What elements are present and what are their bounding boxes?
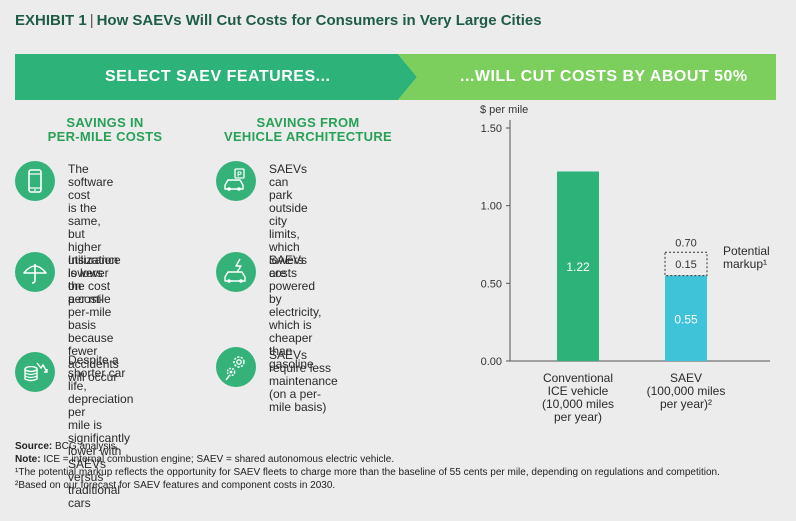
y-tick-label: 1.00 <box>481 201 502 213</box>
umbrella-icon <box>15 252 55 292</box>
markup-value-label: 0.15 <box>675 259 696 271</box>
svg-text:P: P <box>237 172 242 179</box>
banner-left-text: SELECT SAEV FEATURES... <box>105 68 331 85</box>
footnote-2: ²Based on our forecast for SAEV features… <box>15 480 336 491</box>
gears-icon <box>216 347 256 387</box>
y-axis-title: $ per mile <box>480 104 528 116</box>
feature-text: Insurance is lower on a cost-per-mile ba… <box>68 253 121 384</box>
banner-select-features: SELECT SAEV FEATURES... <box>15 54 417 100</box>
heading-line-2: SAVINGS FROM VEHICLE ARCHITECTURE <box>223 115 393 144</box>
feature-text: The software cost is the same, but highe… <box>68 162 119 306</box>
footnote-1: ¹The potential markup reflects the oppor… <box>15 467 720 478</box>
banner-right-shape <box>398 54 776 100</box>
feature-text: SAEVs are powered by electricity, which … <box>269 253 322 371</box>
bar-value-label: 1.22 <box>566 260 590 274</box>
heading-line-1: SAVINGS IN PER-MILE COSTS <box>47 115 163 144</box>
bar-ice <box>557 171 599 361</box>
total-value-label: 0.70 <box>675 237 696 249</box>
y-tick-label: 0.50 <box>481 278 502 290</box>
title-text: How SAEVs Will Cut Costs for Consumers i… <box>96 12 542 29</box>
y-tick-label: 1.50 <box>481 123 502 135</box>
chart-svg: $ per mile 0.00 0.50 1.00 1.50 1.22 0.55 0.15 0.… <box>480 104 770 368</box>
column-heading-architecture: SAVINGS FROM VEHICLE ARCHITECTURE <box>212 116 404 144</box>
column-heading-per-mile: SAVINGS IN PER-MILE COSTS <box>25 116 185 144</box>
note-label: Note: <box>15 454 41 465</box>
feature-text: SAEVs require less maintenance (on a per… <box>269 348 338 414</box>
banner-cut-costs: ...WILL CUT COSTS BY ABOUT 50% <box>398 54 776 100</box>
smartphone-icon <box>15 161 55 201</box>
source-text: BCG analysis. <box>55 441 119 452</box>
feature-text: Despite a shorter car life, depreciation… <box>68 353 134 510</box>
parking-car-icon: P <box>216 161 256 201</box>
x-category-label-saev: SAEV (100,000 miles per year)² <box>646 371 726 411</box>
title-separator: | <box>89 12 94 29</box>
x-category-label-ice: Conventional ICE vehicle (10,000 miles p… <box>541 371 615 424</box>
source-note: Source: BCG analysis. <box>15 441 785 453</box>
coins-down-icon <box>15 352 55 392</box>
bar-value-label: 0.55 <box>674 312 698 326</box>
banner-right-text: ...WILL CUT COSTS BY ABOUT 50% <box>460 68 748 85</box>
note-text: ICE = internal combustion engine; SAEV =… <box>43 454 395 465</box>
cost-bar-chart: $ per mile 0.00 0.50 1.00 1.50 1.22 0.55 0.15 0.… <box>440 100 790 430</box>
y-tick-label: 0.00 <box>481 356 502 368</box>
abbreviation-note: Note: ICE = internal combustion engine; … <box>15 454 785 466</box>
markup-annotation: Potential markup¹ <box>723 244 770 271</box>
source-label: Source: <box>15 441 53 452</box>
banner-left-shape <box>15 54 417 100</box>
exhibit-number: EXHIBIT 1 <box>15 12 87 29</box>
electric-car-icon <box>216 252 256 292</box>
markup-segment <box>664 251 708 277</box>
feature-text: SAEVs can park outside city limits, whic… <box>269 162 308 280</box>
bar-saev <box>665 275 707 361</box>
exhibit-title: EXHIBIT 1 | How SAEVs Will Cut Costs for C… <box>15 12 542 29</box>
footnotes: Source: BCG analysis. Note: ICE = intern… <box>15 441 785 493</box>
